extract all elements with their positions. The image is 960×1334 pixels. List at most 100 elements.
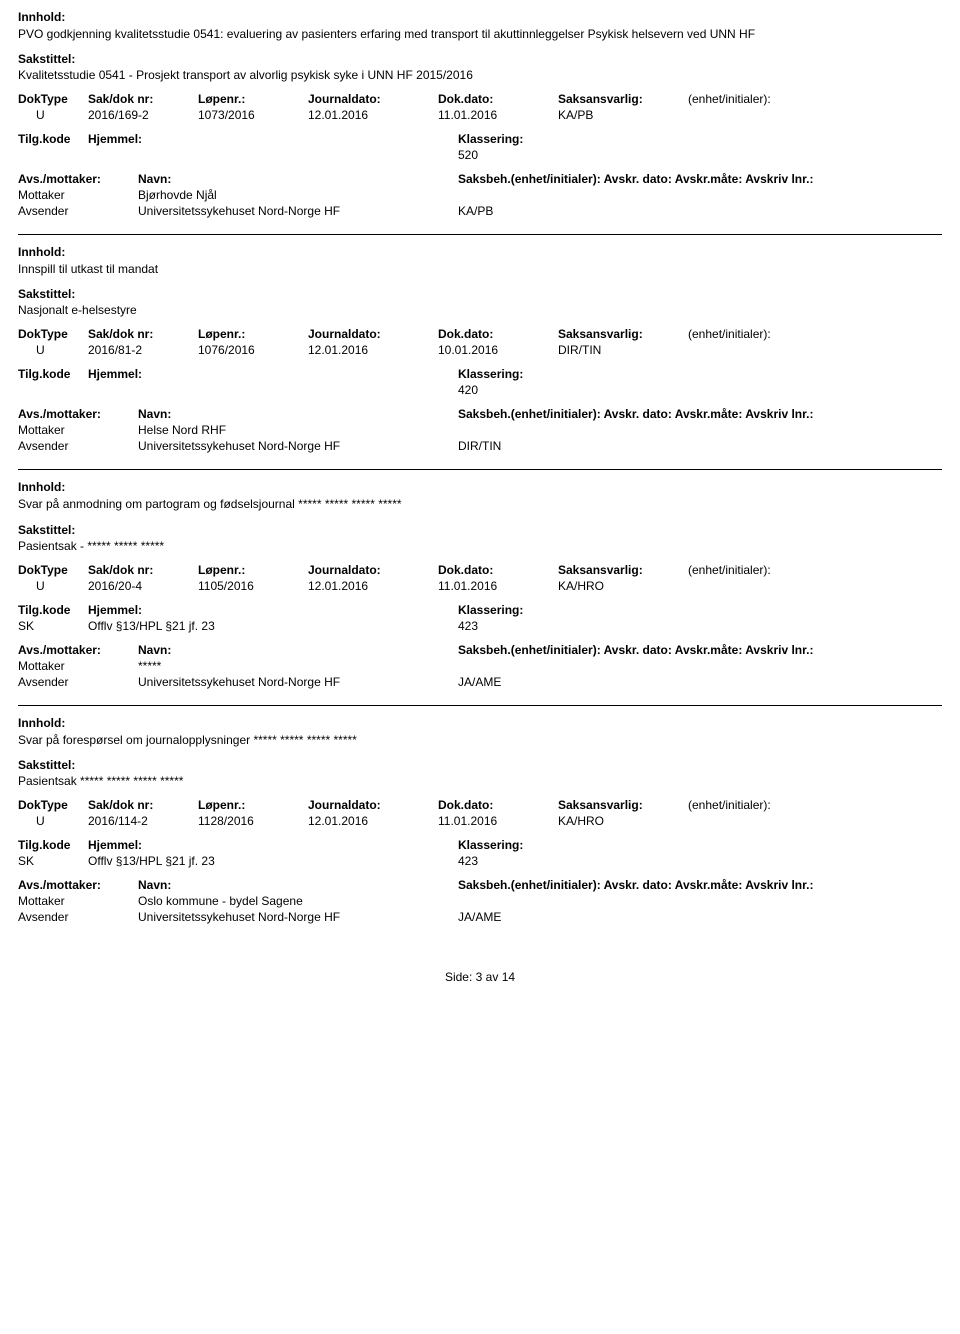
journaldato-value: 12.01.2016	[308, 343, 438, 357]
klassering-header: Klassering:	[458, 838, 658, 852]
tilgkode-header: Tilg.kode	[18, 838, 88, 852]
journal-record: Innhold: PVO godkjenning kvalitetsstudie…	[18, 10, 942, 235]
hjemmel-header: Hjemmel:	[88, 838, 458, 852]
footer-side-label: Side:	[445, 970, 472, 984]
navn-header: Navn:	[138, 172, 458, 186]
doktype-value: U	[18, 108, 88, 122]
avsmottaker-header: Avs./mottaker:	[18, 643, 138, 657]
avsender-extra: JA/AME	[458, 910, 942, 924]
avsender-name: Universitetssykehuset Nord-Norge HF	[138, 910, 458, 924]
klassering-value: 423	[458, 854, 658, 868]
hjemmel-value	[88, 383, 458, 397]
enhet-value	[688, 343, 838, 357]
dokdato-header: Dok.dato:	[438, 327, 558, 341]
tilgkode-header: Tilg.kode	[18, 132, 88, 146]
enhet-value	[688, 579, 838, 593]
avsender-label: Avsender	[18, 675, 138, 689]
journal-record: Innhold: Svar på forespørsel om journalo…	[18, 716, 942, 940]
footer-total: 14	[502, 970, 515, 984]
innhold-text: Svar på forespørsel om journalopplysning…	[18, 732, 942, 748]
enhet-header: (enhet/initialer):	[688, 563, 838, 577]
mottaker-name: Helse Nord RHF	[138, 423, 458, 437]
navn-header: Navn:	[138, 407, 458, 421]
sakdok-header: Sak/dok nr:	[88, 563, 198, 577]
journal-record: Innhold: Innspill til utkast til mandat …	[18, 245, 942, 470]
innhold-text: PVO godkjenning kvalitetsstudie 0541: ev…	[18, 26, 942, 42]
enhet-header: (enhet/initialer):	[688, 798, 838, 812]
journaldato-value: 12.01.2016	[308, 108, 438, 122]
avsender-extra: DIR/TIN	[458, 439, 942, 453]
avsmottaker-header: Avs./mottaker:	[18, 407, 138, 421]
innhold-label: Innhold:	[18, 10, 942, 24]
klassering-header: Klassering:	[458, 132, 658, 146]
saksansvarlig-header: Saksansvarlig:	[558, 92, 688, 106]
enhet-header: (enhet/initialer):	[688, 327, 838, 341]
doktype-value: U	[18, 579, 88, 593]
dokdato-header: Dok.dato:	[438, 92, 558, 106]
avsmottaker-header: Avs./mottaker:	[18, 172, 138, 186]
enhet-value	[688, 108, 838, 122]
lopenr-value: 1128/2016	[198, 814, 308, 828]
sakstittel-label: Sakstittel:	[18, 758, 942, 772]
sakdok-value: 2016/169-2	[88, 108, 198, 122]
lopenr-value: 1076/2016	[198, 343, 308, 357]
tilgkode-value	[18, 148, 88, 162]
lopenr-value: 1073/2016	[198, 108, 308, 122]
saksansvarlig-value: KA/HRO	[558, 814, 688, 828]
lopenr-header: Løpenr.:	[198, 798, 308, 812]
sakstittel-label: Sakstittel:	[18, 52, 942, 66]
journal-record: Innhold: Svar på anmodning om partogram …	[18, 480, 942, 705]
dokdato-value: 11.01.2016	[438, 579, 558, 593]
dokdato-value: 11.01.2016	[438, 108, 558, 122]
page-footer: Side: 3 av 14	[18, 970, 942, 984]
journaldato-value: 12.01.2016	[308, 814, 438, 828]
lopenr-header: Løpenr.:	[198, 327, 308, 341]
avsender-extra: KA/PB	[458, 204, 942, 218]
innhold-text: Innspill til utkast til mandat	[18, 261, 942, 277]
mottaker-name: *****	[138, 659, 458, 673]
sakdok-header: Sak/dok nr:	[88, 798, 198, 812]
journaldato-header: Journaldato:	[308, 92, 438, 106]
sakdok-value: 2016/114-2	[88, 814, 198, 828]
saksbeh-header: Saksbeh.(enhet/initialer): Avskr. dato: …	[458, 407, 942, 421]
klassering-header: Klassering:	[458, 367, 658, 381]
hjemmel-header: Hjemmel:	[88, 367, 458, 381]
tilgkode-value: SK	[18, 854, 88, 868]
lopenr-header: Løpenr.:	[198, 92, 308, 106]
journaldato-header: Journaldato:	[308, 798, 438, 812]
avsmottaker-header: Avs./mottaker:	[18, 878, 138, 892]
doktype-header: DokType	[18, 563, 88, 577]
navn-header: Navn:	[138, 878, 458, 892]
sakdok-value: 2016/81-2	[88, 343, 198, 357]
mottaker-name: Oslo kommune - bydel Sagene	[138, 894, 458, 908]
saksbeh-header: Saksbeh.(enhet/initialer): Avskr. dato: …	[458, 172, 942, 186]
innhold-text: Svar på anmodning om partogram og fødsel…	[18, 496, 942, 512]
sakdok-value: 2016/20-4	[88, 579, 198, 593]
sakstittel-label: Sakstittel:	[18, 287, 942, 301]
klassering-header: Klassering:	[458, 603, 658, 617]
sakstittel-text: Pasientsak - ***** ***** *****	[18, 539, 942, 553]
hjemmel-header: Hjemmel:	[88, 132, 458, 146]
lopenr-value: 1105/2016	[198, 579, 308, 593]
dokdato-header: Dok.dato:	[438, 563, 558, 577]
doktype-value: U	[18, 343, 88, 357]
doktype-header: DokType	[18, 798, 88, 812]
saksansvarlig-value: DIR/TIN	[558, 343, 688, 357]
sakdok-header: Sak/dok nr:	[88, 327, 198, 341]
dokdato-value: 11.01.2016	[438, 814, 558, 828]
avsender-name: Universitetssykehuset Nord-Norge HF	[138, 204, 458, 218]
klassering-value: 423	[458, 619, 658, 633]
doktype-header: DokType	[18, 327, 88, 341]
footer-page: 3	[476, 970, 483, 984]
avsender-extra: JA/AME	[458, 675, 942, 689]
saksansvarlig-header: Saksansvarlig:	[558, 563, 688, 577]
hjemmel-value	[88, 148, 458, 162]
sakstittel-text: Nasjonalt e-helsestyre	[18, 303, 942, 317]
hjemmel-value: Offlv §13/HPL §21 jf. 23	[88, 854, 458, 868]
klassering-value: 520	[458, 148, 658, 162]
avsender-label: Avsender	[18, 439, 138, 453]
mottaker-label: Mottaker	[18, 423, 138, 437]
tilgkode-value	[18, 383, 88, 397]
sakstittel-text: Pasientsak ***** ***** ***** *****	[18, 774, 942, 788]
innhold-label: Innhold:	[18, 245, 942, 259]
